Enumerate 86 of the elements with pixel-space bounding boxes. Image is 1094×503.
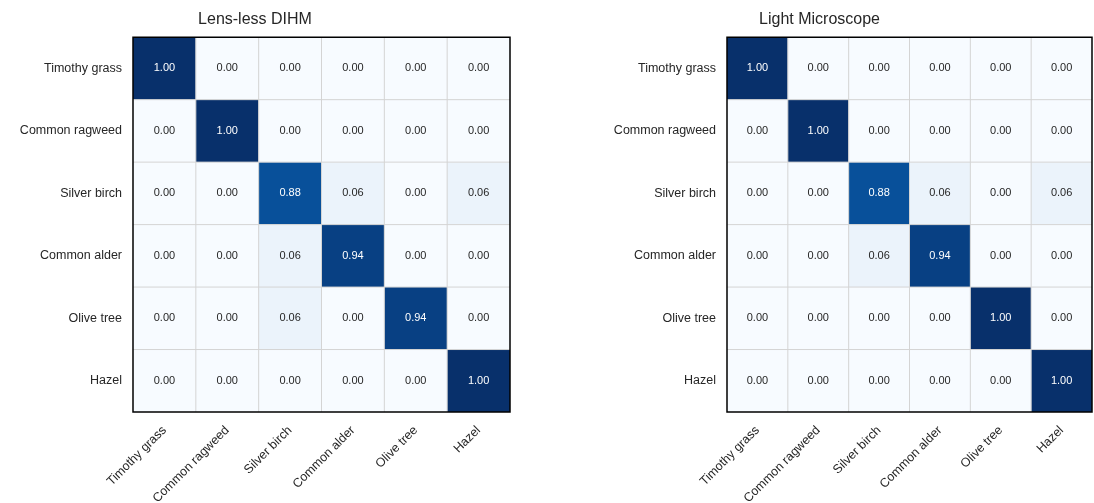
data-label: 0.00 [868, 311, 890, 324]
data-label: 1.00 [990, 311, 1012, 324]
data-label: 0.94 [929, 248, 951, 261]
data-label: 0.00 [1050, 311, 1073, 324]
data-label: 0.00 [1050, 248, 1073, 261]
data-label: 0.00 [807, 373, 829, 386]
data-label: 0.00 [467, 61, 490, 74]
y-tick-label: Common ragweed [19, 123, 123, 138]
data-label: 0.00 [216, 61, 238, 74]
y-tick-label: Hazel [684, 373, 716, 388]
data-label: 0.94 [342, 248, 364, 261]
data-label: 0.00 [990, 61, 1012, 74]
data-label: 0.00 [807, 311, 829, 324]
data-label: 0.00 [1050, 123, 1073, 136]
data-label: 0.00 [807, 186, 829, 199]
data-label: 0.00 [216, 373, 238, 386]
data-label: 0.00 [405, 373, 427, 386]
data-label: 0.00 [1050, 61, 1073, 74]
data-label: 0.00 [153, 186, 176, 199]
y-tick-label: Hazel [90, 373, 122, 388]
data-label: 0.00 [868, 373, 890, 386]
data-label: 0.00 [153, 248, 176, 261]
data-label: 0.00 [868, 123, 890, 136]
data-label: 0.94 [405, 311, 427, 324]
y-tick-label: Common alder [40, 248, 122, 263]
y-tick-label: Olive tree [68, 310, 123, 325]
data-label: 0.00 [929, 61, 951, 74]
data-label: 0.00 [807, 248, 829, 261]
y-tick-label: Silver birch [60, 185, 123, 200]
data-label: 0.00 [342, 373, 364, 386]
data-label: 0.06 [1050, 186, 1073, 199]
data-label: 0.00 [746, 123, 769, 136]
data-label: 0.00 [216, 311, 238, 324]
data-label: 0.00 [405, 186, 427, 199]
data-label: 0.00 [990, 373, 1012, 386]
data-label: 0.00 [405, 123, 427, 136]
data-label: 0.00 [342, 311, 364, 324]
data-label: 0.00 [467, 311, 490, 324]
data-label: 0.00 [746, 311, 769, 324]
y-tick-label: Timothy grass [637, 60, 716, 75]
data-label: 0.00 [153, 311, 176, 324]
data-label: 0.06 [467, 186, 490, 199]
data-label: 0.06 [929, 186, 951, 199]
data-label: 0.06 [868, 248, 890, 261]
data-label: 0.00 [216, 186, 238, 199]
data-label: 0.06 [279, 311, 301, 324]
data-label: 0.00 [990, 186, 1012, 199]
data-label: 0.06 [279, 248, 301, 261]
data-label: 1.00 [1050, 373, 1073, 386]
y-tick-label: Olive tree [662, 310, 717, 325]
data-label: 0.00 [467, 123, 490, 136]
data-label: 0.00 [746, 373, 769, 386]
data-label: 1.00 [153, 61, 176, 74]
data-label: 0.00 [807, 61, 829, 74]
chart-title: Light Microscope [759, 10, 881, 28]
y-tick-label: Common alder [634, 248, 716, 263]
data-label: 0.00 [746, 248, 769, 261]
data-label: 0.00 [990, 248, 1012, 261]
data-label: 0.00 [405, 248, 427, 261]
data-label: 0.00 [929, 373, 951, 386]
data-label: 0.00 [405, 61, 427, 74]
data-label: 1.00 [807, 123, 829, 136]
data-label: 0.00 [929, 311, 951, 324]
data-label: 0.00 [279, 373, 301, 386]
data-label: 1.00 [467, 373, 490, 386]
data-label: 0.00 [929, 123, 951, 136]
y-tick-label: Timothy grass [43, 60, 122, 75]
chart-title: Lens-less DIHM [198, 10, 312, 28]
data-label: 0.88 [279, 186, 301, 199]
data-label: 0.00 [279, 123, 301, 136]
data-label: 0.00 [990, 123, 1012, 136]
data-label: 1.00 [746, 61, 769, 74]
data-label: 0.00 [279, 61, 301, 74]
data-label: 1.00 [216, 123, 238, 136]
data-label: 0.00 [467, 248, 490, 261]
y-tick-label: Common ragweed [613, 123, 717, 138]
y-tick-label: Silver birch [654, 185, 717, 200]
data-label: 0.06 [342, 186, 364, 199]
data-label: 0.00 [868, 61, 890, 74]
data-label: 0.00 [342, 123, 364, 136]
data-label: 0.88 [868, 186, 890, 199]
data-label: 0.00 [153, 123, 176, 136]
data-label: 0.00 [746, 186, 769, 199]
data-label: 0.00 [342, 61, 364, 74]
data-label: 0.00 [216, 248, 238, 261]
data-label: 0.00 [153, 373, 176, 386]
